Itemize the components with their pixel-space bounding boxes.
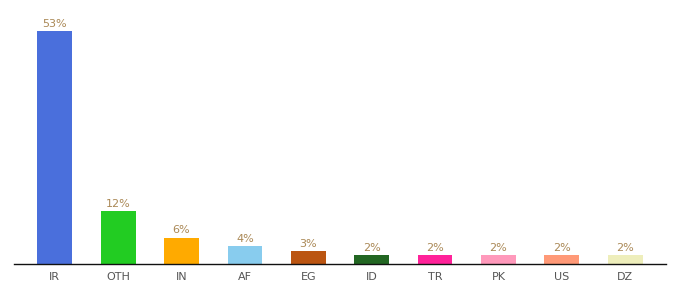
Bar	[418, 255, 452, 264]
Bar	[291, 251, 326, 264]
Bar	[228, 246, 262, 264]
Text: 6%: 6%	[173, 225, 190, 236]
Text: 3%: 3%	[299, 238, 317, 249]
Bar	[608, 255, 643, 264]
Bar	[164, 238, 199, 264]
Bar	[545, 255, 579, 264]
Text: 53%: 53%	[42, 19, 67, 29]
Bar	[101, 211, 135, 264]
Text: 2%: 2%	[363, 243, 381, 253]
Bar	[481, 255, 516, 264]
Text: 2%: 2%	[490, 243, 507, 253]
Text: 2%: 2%	[553, 243, 571, 253]
Text: 4%: 4%	[236, 234, 254, 244]
Bar	[354, 255, 389, 264]
Text: 2%: 2%	[426, 243, 444, 253]
Text: 12%: 12%	[106, 199, 131, 209]
Bar	[37, 31, 72, 264]
Text: 2%: 2%	[616, 243, 634, 253]
